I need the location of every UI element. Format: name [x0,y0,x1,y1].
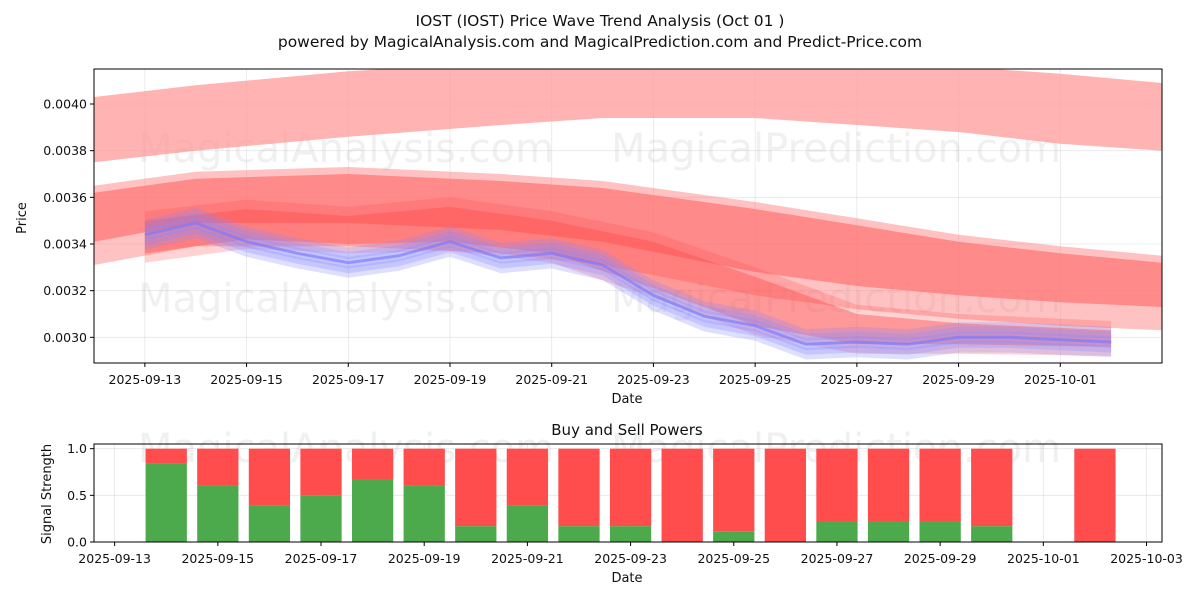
x-tick-label: 2025-09-17 [285,551,358,566]
buy-bar [403,485,445,542]
buy-bar [506,505,549,542]
chart-title: IOST (IOST) Price Wave Trend Analysis (O… [416,12,785,30]
x-tick-label: 2025-09-25 [719,372,792,387]
buy-bar [971,526,1013,542]
trend-strand [144,226,1112,360]
sell-bar [145,448,187,464]
x-tick-label: 2025-09-19 [388,551,461,566]
sell-bar [1074,448,1116,542]
y-tick-label: 0.0038 [43,143,87,158]
signal-plot-frame [93,443,1163,543]
sell-bar [919,448,961,522]
x-tick-label: 2025-09-17 [312,372,385,387]
sell-bar [867,448,910,522]
sell-bar [971,448,1013,527]
x-tick-label: 2025-09-15 [210,372,283,387]
trend-strand [144,207,1112,341]
x-tick-label: 2025-09-29 [922,372,995,387]
sell-bar [403,448,445,486]
signal-y-axis-label: Signal Strength [40,444,55,544]
x-tick-label: 2025-09-13 [109,372,182,387]
sell-bar [558,448,600,527]
trend-line [144,221,1112,346]
buy-bar [713,531,755,542]
sell-bar [816,448,858,522]
buy-bar [455,526,497,542]
sell-bar [351,448,394,480]
x-tick-label: 2025-10-03 [1110,551,1183,566]
sell-bar [609,448,652,527]
buy-bar [816,521,858,542]
price-band-outer [144,197,1112,356]
sell-bar [300,448,342,496]
buy-bar [197,485,239,542]
signal-x-axis-label: Date [611,571,642,586]
sell-bar [713,448,755,532]
price-plot-frame [93,68,1163,364]
y-tick-label: 0.0036 [43,190,87,205]
signal-plot: MagicalAnalysis.comMagicalPrediction.com… [67,426,1183,566]
x-tick-label: 2025-10-01 [1007,551,1080,566]
buy-bar [558,526,600,542]
trend-strand [144,217,1112,351]
y-tick-label: 0.0 [67,535,87,550]
x-tick-label: 2025-10-01 [1024,372,1097,387]
x-tick-label: 2025-09-21 [515,372,588,387]
x-tick-label: 2025-09-21 [491,551,564,566]
sell-bar [764,448,806,542]
x-tick-label: 2025-09-27 [801,551,874,566]
x-tick-label: 2025-09-25 [697,551,770,566]
price-band-inner [144,206,1112,347]
price-x-axis-label: Date [611,392,642,407]
signal-chart-title: Buy and Sell Powers [551,421,703,439]
x-tick-label: 2025-09-29 [904,551,977,566]
price-series-group [94,69,1162,360]
middle-wave-band [94,174,1162,307]
sell-bar [248,448,291,506]
watermark-text: MagicalAnalysis.com [138,276,554,322]
price-y-axis-label: Price [15,202,30,234]
buy-bar [248,505,291,542]
buy-bar [351,479,394,542]
x-tick-label: 2025-09-19 [414,372,487,387]
x-tick-label: 2025-09-27 [821,372,894,387]
sell-bar [661,448,703,542]
buy-bar [300,495,342,542]
y-tick-label: 0.0034 [43,237,87,252]
x-tick-label: 2025-09-23 [617,372,690,387]
buy-bar [145,463,187,542]
buy-bar [919,521,961,542]
chart-subtitle: powered by MagicalAnalysis.com and Magic… [278,33,922,51]
sell-bar [506,448,549,506]
y-tick-label: 0.0032 [43,283,87,298]
upper-wave-band [94,69,1162,163]
y-tick-label: 1.0 [67,441,87,456]
sell-bar [197,448,239,486]
y-tick-label: 0.0030 [43,330,87,345]
x-tick-label: 2025-09-15 [181,551,254,566]
sell-bar [455,448,497,527]
buy-bar [609,526,652,542]
y-tick-label: 0.0040 [43,97,87,112]
price-plot: MagicalAnalysis.com MagicalPrediction.com… [43,68,1163,387]
y-tick-label: 0.5 [67,488,87,503]
x-tick-label: 2025-09-13 [78,551,151,566]
buy-bar [867,521,910,542]
trend-strand [144,221,1112,355]
x-tick-label: 2025-09-23 [594,551,667,566]
